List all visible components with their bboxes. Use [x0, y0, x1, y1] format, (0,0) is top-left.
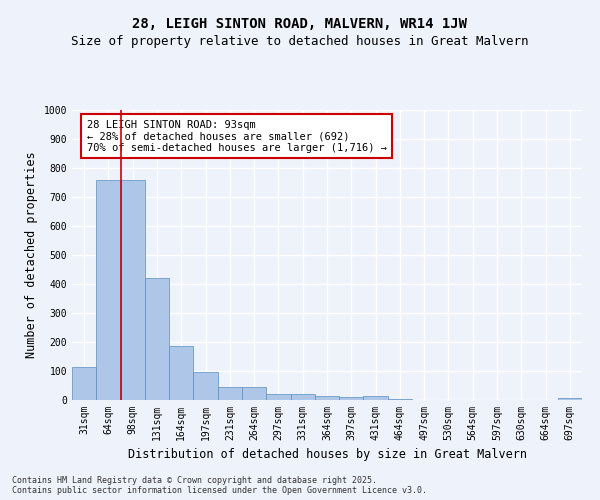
- Bar: [558, 398, 582, 400]
- Bar: [96, 180, 121, 400]
- Bar: [218, 387, 242, 400]
- Bar: [388, 399, 412, 400]
- Bar: [169, 346, 193, 400]
- Bar: [339, 397, 364, 400]
- X-axis label: Distribution of detached houses by size in Great Malvern: Distribution of detached houses by size …: [128, 448, 527, 462]
- Bar: [266, 394, 290, 400]
- Bar: [72, 366, 96, 400]
- Text: 28 LEIGH SINTON ROAD: 93sqm
← 28% of detached houses are smaller (692)
70% of se: 28 LEIGH SINTON ROAD: 93sqm ← 28% of det…: [86, 120, 386, 153]
- Bar: [290, 394, 315, 400]
- Bar: [364, 396, 388, 400]
- Bar: [193, 372, 218, 400]
- Y-axis label: Number of detached properties: Number of detached properties: [25, 152, 38, 358]
- Bar: [315, 396, 339, 400]
- Text: 28, LEIGH SINTON ROAD, MALVERN, WR14 1JW: 28, LEIGH SINTON ROAD, MALVERN, WR14 1JW: [133, 18, 467, 32]
- Text: Contains HM Land Registry data © Crown copyright and database right 2025.
Contai: Contains HM Land Registry data © Crown c…: [12, 476, 427, 495]
- Text: Size of property relative to detached houses in Great Malvern: Size of property relative to detached ho…: [71, 35, 529, 48]
- Bar: [145, 278, 169, 400]
- Bar: [121, 180, 145, 400]
- Bar: [242, 387, 266, 400]
